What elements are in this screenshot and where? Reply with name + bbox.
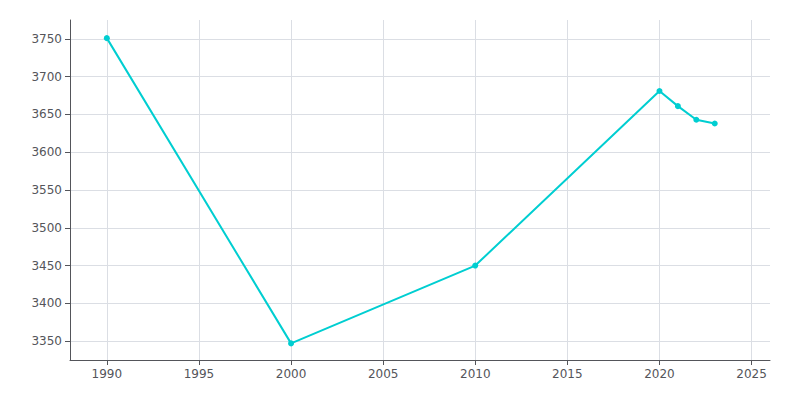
svg-text:3500: 3500: [31, 221, 62, 235]
svg-text:2010: 2010: [460, 367, 491, 381]
svg-text:1990: 1990: [92, 367, 123, 381]
svg-text:3700: 3700: [31, 70, 62, 84]
svg-text:3650: 3650: [31, 107, 62, 121]
svg-text:2015: 2015: [552, 367, 583, 381]
svg-text:3750: 3750: [31, 32, 62, 46]
svg-text:2025: 2025: [736, 367, 767, 381]
svg-text:3450: 3450: [31, 259, 62, 273]
svg-text:2020: 2020: [644, 367, 675, 381]
svg-text:3600: 3600: [31, 145, 62, 159]
svg-text:3550: 3550: [31, 183, 62, 197]
svg-text:3400: 3400: [31, 296, 62, 310]
svg-text:2000: 2000: [276, 367, 307, 381]
svg-text:1995: 1995: [184, 367, 215, 381]
svg-text:2005: 2005: [368, 367, 399, 381]
svg-text:3350: 3350: [31, 334, 62, 348]
